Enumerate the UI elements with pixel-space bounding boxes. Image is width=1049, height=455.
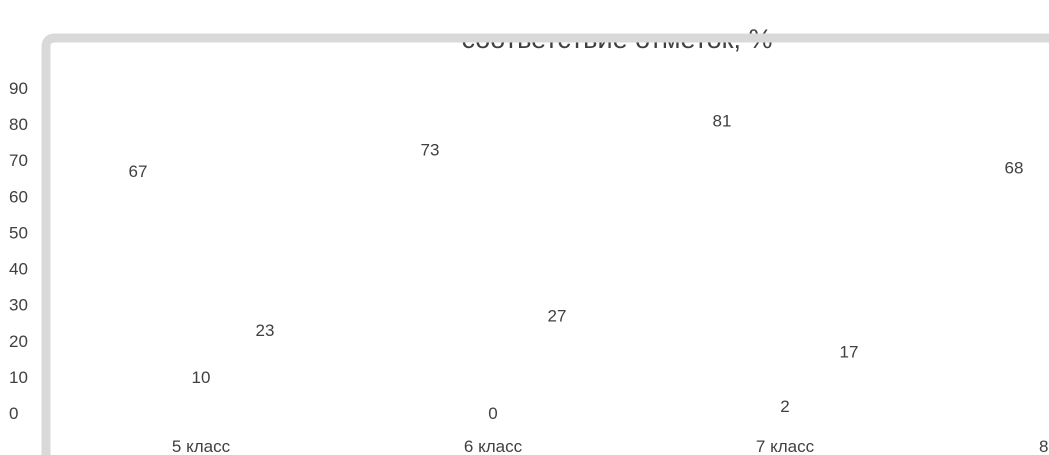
data-label: 73 xyxy=(421,140,440,159)
data-label: 27 xyxy=(548,307,567,326)
x-tick-label: 5 класс xyxy=(172,437,231,455)
data-label: 81 xyxy=(713,112,732,131)
y-tick-label: 30 xyxy=(9,296,28,315)
x-tick-label: 7 класс xyxy=(756,437,815,455)
data-label: 10 xyxy=(192,368,211,387)
y-tick-label: 90 xyxy=(9,79,28,98)
x-tick-label: 6 класс xyxy=(464,437,523,455)
plot-area-frame xyxy=(41,33,1049,455)
y-axis-tick-labels: 0 10 20 30 40 50 60 70 80 90 xyxy=(9,79,28,423)
data-labels: 10 0 2 23 27 17 67 73 81 68 xyxy=(129,112,1024,424)
y-tick-label: 80 xyxy=(9,115,28,134)
data-label: 0 xyxy=(488,404,497,423)
y-tick-label: 50 xyxy=(9,223,28,242)
y-tick-label: 40 xyxy=(9,260,28,279)
data-label: 17 xyxy=(840,343,859,362)
y-tick-label: 0 xyxy=(9,404,18,423)
y-tick-label: 60 xyxy=(9,187,28,206)
x-tick-label: 8 xyxy=(1039,437,1048,455)
y-tick-label: 70 xyxy=(9,151,28,170)
y-tick-label: 20 xyxy=(9,332,28,351)
data-label: 23 xyxy=(256,321,275,340)
x-axis-tick-labels: 5 класс 6 класс 7 класс 8 xyxy=(172,437,1049,455)
y-tick-label: 10 xyxy=(9,368,28,387)
data-label: 2 xyxy=(780,397,789,416)
data-label: 68 xyxy=(1005,158,1024,177)
data-label: 67 xyxy=(129,162,148,181)
